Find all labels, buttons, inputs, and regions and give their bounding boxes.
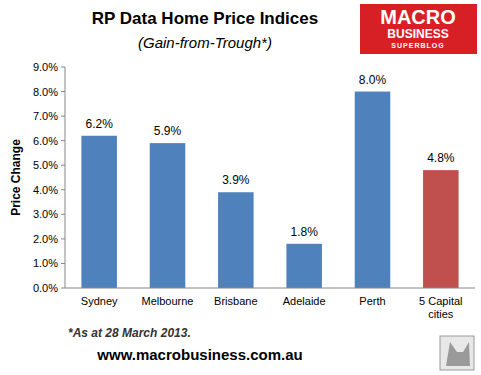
y-tick-label: 9.0%: [33, 61, 58, 73]
y-tick: [61, 91, 65, 92]
data-label: 3.9%: [222, 173, 250, 187]
y-tick-label: 5.0%: [33, 159, 58, 171]
x-axis: [65, 288, 475, 289]
y-tick: [61, 214, 65, 215]
bar: [218, 192, 254, 288]
y-tick-label: 4.0%: [33, 184, 58, 196]
subtitle: (Gain-from-Trough*): [138, 34, 272, 51]
y-tick-label: 8.0%: [33, 86, 58, 98]
bars: [81, 92, 458, 288]
y-tick-label: 3.0%: [33, 208, 58, 220]
chart: RP Data Home Price Indices (Gain-from-Tro…: [0, 0, 481, 375]
emblem-shape: [446, 342, 470, 366]
logo: MACROBUSINESSSUPERBLOG: [360, 4, 477, 54]
data-label: 5.9%: [154, 124, 182, 138]
bar: [286, 244, 322, 288]
bar: [81, 136, 117, 288]
source-url: www.macrobusiness.com.au: [96, 346, 302, 363]
x-tick-label: Perth: [359, 295, 385, 307]
x-tick-label: Brisbane: [214, 295, 257, 307]
logo-text: MACRO: [380, 6, 456, 28]
y-axis: [65, 67, 66, 288]
y-tick: [61, 116, 65, 117]
data-label: 8.0%: [359, 73, 387, 87]
x-tick-label: Sydney: [81, 295, 118, 307]
y-tick-label: 6.0%: [33, 135, 58, 147]
chart-root: RP Data Home Price Indices (Gain-from-Tro…: [0, 0, 481, 375]
y-tick: [61, 189, 65, 190]
y-tick-label: 7.0%: [33, 110, 58, 122]
emblem: [440, 336, 474, 370]
data-label: 1.8%: [290, 225, 318, 239]
logo-text: BUSINESS: [387, 27, 448, 41]
x-tick-label: Adelaide: [283, 295, 326, 307]
bar: [150, 143, 186, 288]
y-tick: [61, 165, 65, 166]
logo-text: SUPERBLOG: [391, 42, 444, 49]
bar: [355, 92, 391, 288]
y-tick-label: 1.0%: [33, 257, 58, 269]
y-axis-label: Price Change: [9, 139, 23, 216]
x-tick-label: Melbourne: [142, 295, 194, 307]
y-tick: [61, 263, 65, 264]
title: RP Data Home Price Indices: [92, 9, 318, 28]
data-label: 6.2%: [85, 117, 113, 131]
y-tick-label: 0.0%: [33, 282, 58, 294]
footnote: *As at 28 March 2013.: [68, 326, 191, 340]
y-tick: [61, 288, 65, 289]
x-tick-label: 5 Capitalcities: [419, 295, 462, 320]
bar: [423, 170, 459, 288]
y-tick: [61, 140, 65, 141]
data-label: 4.8%: [427, 151, 455, 165]
y-tick: [61, 67, 65, 68]
y-tick-label: 2.0%: [33, 233, 58, 245]
y-tick: [61, 238, 65, 239]
logo-box: [360, 4, 477, 54]
